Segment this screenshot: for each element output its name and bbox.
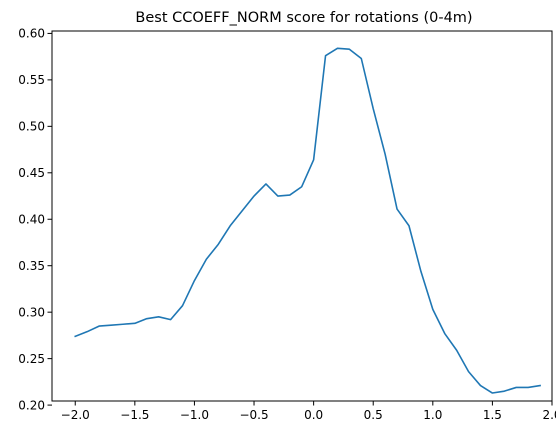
y-tick-label: 0.20 bbox=[18, 398, 45, 412]
series-line bbox=[74, 47, 541, 394]
x-tick-label: 0.0 bbox=[304, 408, 323, 422]
plot-area bbox=[74, 47, 541, 394]
axes-frame bbox=[51, 30, 553, 402]
y-tick-label: 0.25 bbox=[18, 352, 45, 366]
x-tick-label: 0.5 bbox=[364, 408, 383, 422]
y-tick-label: 0.50 bbox=[18, 120, 45, 134]
x-tick-label: 2.0 bbox=[542, 408, 556, 422]
y-axis: 0.20 0.25 0.30 0.35 0.40 0.45 0.50 0.55 0.60 bbox=[18, 27, 52, 412]
y-tick-label: 0.60 bbox=[18, 27, 45, 41]
x-tick-label: 1.5 bbox=[483, 408, 502, 422]
y-tick-label: 0.35 bbox=[18, 259, 45, 273]
y-tick-label: 0.30 bbox=[18, 305, 45, 319]
x-tick-label: −2.0 bbox=[61, 408, 90, 422]
x-tick-label: −0.5 bbox=[239, 408, 268, 422]
x-tick-label: 1.0 bbox=[423, 408, 442, 422]
y-tick-label: 0.55 bbox=[18, 73, 45, 87]
y-tick-label: 0.40 bbox=[18, 213, 45, 227]
x-axis: −2.0 −1.5 −1.0 −0.5 0.0 0.5 1.0 1.5 2.0 bbox=[61, 401, 556, 422]
x-tick-label: −1.0 bbox=[180, 408, 209, 422]
chart-title: Best CCOEFF_NORM score for rotations (0-… bbox=[135, 10, 472, 26]
x-tick-label: −1.5 bbox=[120, 408, 149, 422]
y-tick-label: 0.45 bbox=[18, 166, 45, 180]
